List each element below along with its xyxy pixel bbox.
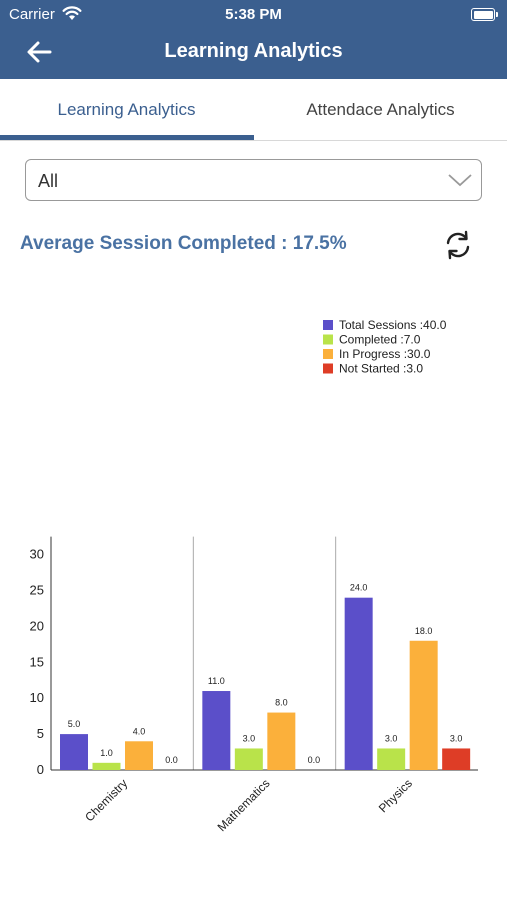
y-tick-label: 5	[37, 726, 44, 741]
x-category-label: Physics	[376, 776, 415, 815]
legend-label: Not Started :3.0	[339, 362, 423, 376]
bar-data-label: 3.0	[243, 733, 256, 743]
app-header: Carrier 5:38 PM Learning Analytics	[0, 0, 507, 79]
bar-data-label: 3.0	[450, 733, 463, 743]
bar	[234, 748, 263, 770]
bar-data-label: 3.0	[385, 733, 398, 743]
bar-data-label: 18.0	[415, 626, 433, 636]
sessions-bar-chart: 0 5 10 15 20 25 30 5.0 1.0 4.0 0.0 Chemistry 11.0 3.0…	[30, 318, 478, 834]
carrier-label: Carrier	[9, 6, 55, 23]
x-category-label: Mathematics	[215, 776, 273, 834]
refresh-icon[interactable]	[442, 229, 474, 261]
legend-label: Total Sessions :40.0	[339, 318, 447, 332]
x-category-label: Chemistry	[82, 776, 130, 824]
tabs-divider	[0, 140, 507, 141]
bar	[409, 640, 438, 770]
back-arrow-icon[interactable]	[26, 38, 54, 66]
y-tick-label: 20	[30, 618, 44, 633]
subject-filter-dropdown[interactable]: All	[25, 159, 482, 201]
y-tick-label: 15	[30, 654, 44, 669]
bar-data-label: 1.0	[100, 748, 113, 758]
status-time: 5:38 PM	[225, 6, 282, 23]
legend-swatch	[323, 334, 333, 345]
legend-swatch	[323, 363, 333, 374]
status-bar: Carrier 5:38 PM	[0, 0, 507, 28]
bar	[377, 748, 406, 770]
y-tick-label: 0	[37, 762, 44, 777]
page-title: Learning Analytics	[164, 40, 343, 62]
chevron-down-icon	[448, 174, 472, 187]
bar	[125, 741, 153, 770]
bar-data-label: 4.0	[133, 726, 146, 736]
average-session-label: Average Session Completed : 17.5%	[20, 233, 347, 254]
legend-label: In Progress :30.0	[339, 347, 431, 361]
bar-data-label: 11.0	[208, 676, 225, 686]
bar	[60, 734, 88, 770]
bar-data-label: 0.0	[308, 755, 321, 765]
bar	[442, 748, 471, 770]
bar	[344, 597, 373, 770]
tab-bar: Learning Analytics Attendace Analytics	[0, 79, 507, 141]
legend-label: Completed :7.0	[339, 333, 421, 347]
y-tick-label: 10	[30, 690, 44, 705]
legend-swatch	[323, 320, 333, 330]
bar-data-label: 0.0	[165, 755, 178, 765]
y-tick-label: 30	[30, 547, 44, 562]
tab-learning-analytics[interactable]: Learning Analytics	[57, 100, 196, 119]
bar	[267, 712, 296, 770]
dropdown-selected-value: All	[38, 171, 59, 191]
bar	[202, 691, 231, 770]
bar-data-label: 24.0	[350, 583, 368, 593]
y-tick-label: 25	[30, 583, 44, 598]
battery-icon	[471, 8, 498, 21]
legend-swatch	[323, 349, 333, 359]
wifi-icon	[62, 6, 82, 20]
bar	[92, 762, 121, 770]
bar-data-label: 8.0	[275, 698, 288, 708]
bar-data-label: 5.0	[68, 719, 81, 729]
active-tab-indicator	[0, 135, 254, 140]
tab-attendance-analytics[interactable]: Attendace Analytics	[306, 100, 455, 119]
